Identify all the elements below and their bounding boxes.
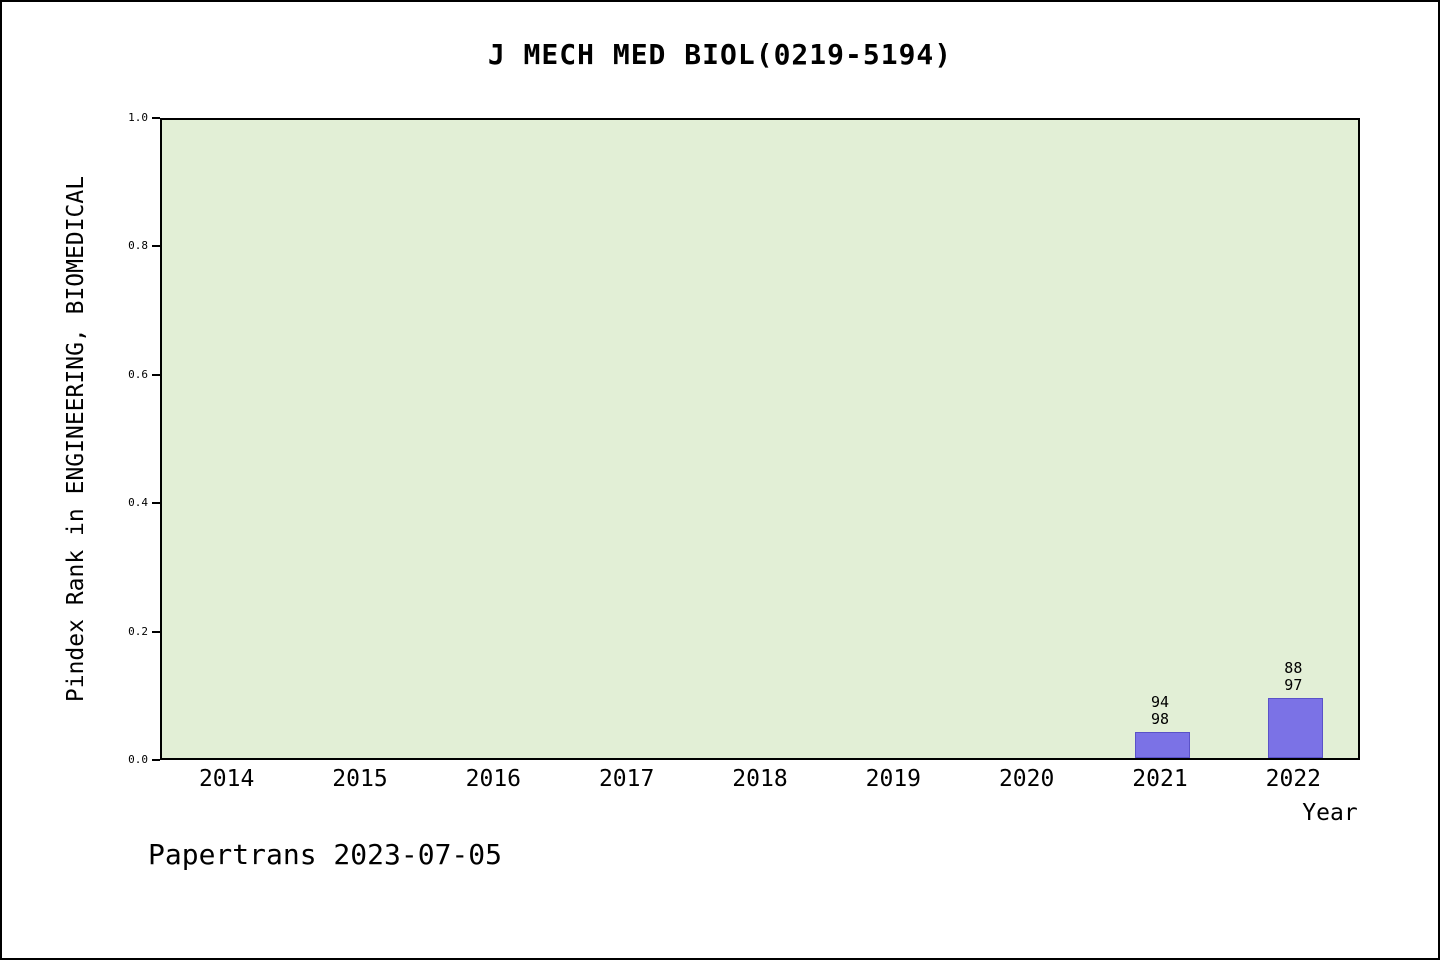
y-tick-mark <box>152 117 160 119</box>
x-tick-label-2019: 2019 <box>865 766 922 792</box>
x-tick-label-2020: 2020 <box>998 766 1055 792</box>
x-tick-label-2022: 2022 <box>1265 766 1322 792</box>
bar-value-label-2022: 88 97 <box>1284 659 1303 695</box>
plot-area <box>160 118 1360 760</box>
y-tick-label: 0.0 <box>128 753 148 766</box>
y-tick-mark <box>152 630 160 633</box>
x-tick-label-2015: 2015 <box>332 766 388 792</box>
y-tick-label: 0.4 <box>128 496 148 510</box>
y-axis-label: Pindex Rank in ENGINEERING, BIOMEDICAL <box>63 175 89 703</box>
y-tick-label: 0.6 <box>128 367 148 381</box>
bar-2022 <box>1267 698 1323 758</box>
x-tick-label-2017: 2017 <box>598 766 655 792</box>
y-tick-label: 0.2 <box>128 624 148 638</box>
chart-title: J MECH MED BIOL(0219-5194) <box>487 38 953 71</box>
x-axis-label: Year <box>1302 800 1358 826</box>
x-tick-label-2016: 2016 <box>465 766 522 792</box>
y-tick-label: 0.8 <box>128 239 148 253</box>
bar-value-label-2021: 94 98 <box>1150 692 1170 728</box>
x-tick-label-2021: 2021 <box>1132 766 1188 792</box>
y-tick-mark <box>152 759 160 761</box>
y-tick-mark <box>152 373 160 376</box>
y-tick-mark <box>152 502 160 505</box>
footer-watermark: Papertrans 2023-07-05 <box>148 838 503 871</box>
x-tick-label-2018: 2018 <box>732 766 788 792</box>
y-tick-label: 1.0 <box>128 111 148 124</box>
bar-2021 <box>1134 731 1190 758</box>
y-tick-mark <box>152 245 160 248</box>
x-tick-label-2014: 2014 <box>198 766 255 792</box>
